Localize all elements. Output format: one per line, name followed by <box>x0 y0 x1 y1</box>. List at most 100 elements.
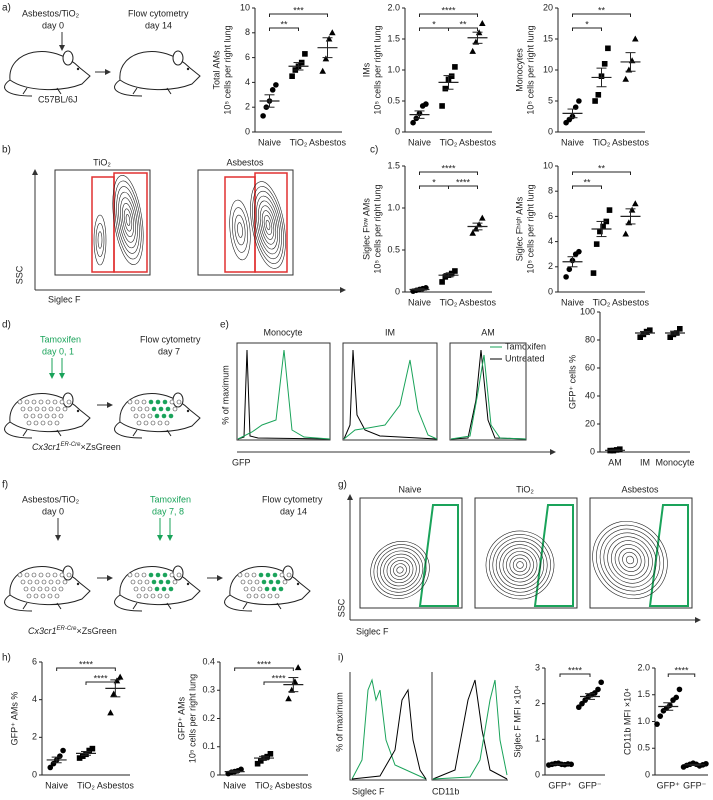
y-tick-label: 0 <box>210 769 215 779</box>
contour <box>596 524 664 596</box>
point <box>469 47 476 54</box>
contour <box>116 186 140 254</box>
cell-dot <box>38 399 44 405</box>
cell-dot <box>133 586 139 592</box>
cell-dot <box>254 579 260 585</box>
point <box>593 241 600 247</box>
histogram <box>237 349 331 440</box>
contour <box>512 557 528 573</box>
gate <box>533 504 574 607</box>
point <box>479 214 486 221</box>
cell-dot <box>150 593 156 599</box>
point <box>617 446 623 452</box>
y-axis-label: IMs <box>361 62 371 77</box>
point <box>269 87 276 93</box>
significance-label: ** <box>598 5 606 15</box>
mouse-feet <box>22 602 62 610</box>
x-tick-label: TiO₂ <box>593 297 611 307</box>
cell-dot <box>144 406 150 412</box>
legend-label: Untreated <box>505 353 545 363</box>
cell-dot <box>44 586 50 592</box>
histograms <box>236 342 527 441</box>
cell-dot <box>257 586 263 592</box>
contour <box>611 540 649 580</box>
point <box>605 45 611 52</box>
cell-dot <box>30 586 36 592</box>
cell-dot <box>147 586 153 592</box>
point <box>677 326 683 332</box>
cell-dot <box>143 593 149 599</box>
point <box>439 103 445 109</box>
axis <box>431 672 508 781</box>
x-tick-label: TiO₂ <box>440 297 458 307</box>
significance-label: **** <box>568 665 583 675</box>
contour <box>599 528 661 592</box>
point <box>273 82 279 88</box>
x-axis-label: Siglec F <box>352 786 385 796</box>
contour <box>516 561 524 569</box>
y-tick-label: 0 <box>395 286 400 296</box>
contour <box>120 197 136 243</box>
significance-bracket <box>572 13 631 17</box>
y-tick-label: 1.0 <box>387 64 400 74</box>
y-tick-label: 0 <box>395 126 400 136</box>
contour <box>254 190 282 260</box>
y-tick-label: 3 <box>535 662 540 672</box>
cell-dot <box>34 406 40 412</box>
significance-label: **** <box>79 659 94 669</box>
cell-dot <box>26 593 32 599</box>
mouse-feet <box>132 602 172 610</box>
cell-dot <box>168 586 174 592</box>
contour <box>625 555 635 565</box>
contour <box>121 202 135 238</box>
point <box>576 98 582 104</box>
treatment: Asbestos/TiO₂ <box>22 494 80 504</box>
readout: Flow cytometry <box>262 494 323 504</box>
cell-dot <box>164 593 170 599</box>
y-tick-label: 15 <box>543 33 553 43</box>
point <box>606 207 613 213</box>
cell-dot <box>26 420 32 426</box>
point <box>667 334 673 340</box>
significance-label: **** <box>456 177 471 187</box>
point <box>597 228 603 235</box>
point <box>576 704 582 711</box>
plot-frame <box>54 169 151 276</box>
point <box>76 755 83 761</box>
cell-dot <box>275 579 281 585</box>
cell-dot <box>66 399 72 405</box>
point <box>452 64 458 70</box>
contour <box>237 222 243 238</box>
x-tick-label: GFP⁺ <box>657 780 681 790</box>
treatment: Tamoxifen <box>40 334 81 344</box>
cell-dot <box>137 579 143 585</box>
x-tick-label: GFP⁺ <box>548 780 572 790</box>
cell-dot <box>41 579 47 585</box>
panel-letter: d) <box>2 320 11 331</box>
cell-dot <box>137 406 143 412</box>
point <box>452 268 458 274</box>
cell-dot <box>31 572 37 578</box>
y-tick-label: 1.0 <box>637 716 650 726</box>
contour <box>386 556 414 584</box>
mouse-body <box>119 566 201 606</box>
point <box>657 713 664 719</box>
panel-letter: c) <box>370 145 378 156</box>
readout-day: day 7 <box>158 346 180 356</box>
strain-gene: Cx3cr1 <box>28 626 57 636</box>
point <box>410 119 416 126</box>
contour <box>97 231 103 249</box>
x-tick-label: TiO₂ <box>255 780 273 790</box>
mouse-body <box>9 566 91 606</box>
mouse-tail <box>114 594 143 612</box>
point <box>576 248 582 255</box>
histogram <box>343 359 438 440</box>
cell-dot <box>272 572 278 578</box>
y-axis-label: GFP⁺ AMs <box>176 696 186 740</box>
y-tick-label: 4 <box>32 694 37 704</box>
cell-dot <box>154 586 160 592</box>
significance-bracket <box>269 13 328 17</box>
mouse-eye <box>186 582 190 586</box>
cell-dot <box>253 593 259 599</box>
significance-label: **** <box>272 673 287 683</box>
